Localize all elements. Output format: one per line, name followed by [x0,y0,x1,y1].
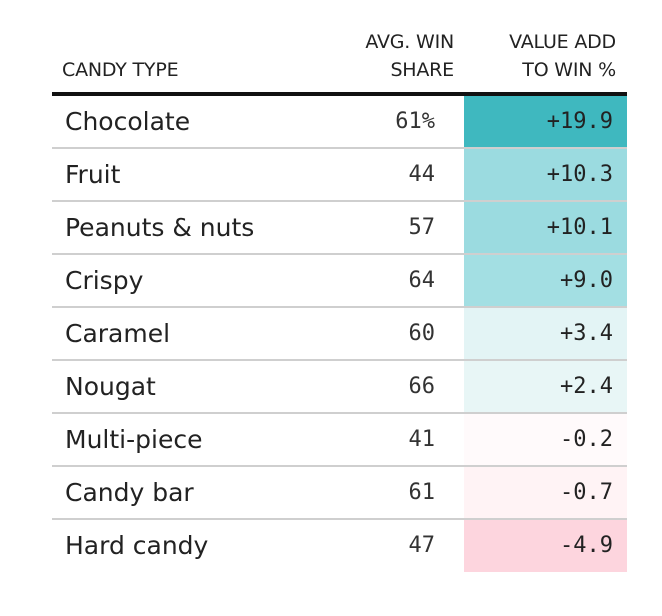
table-row: Candy bar 61 -0.7 [52,467,627,520]
value-add-cell: +2.4 [464,361,627,412]
candy-type-cell: Nougat [65,372,156,401]
table-header: CANDY TYPE AVG. WIN SHARE VALUE ADD TO W… [52,24,627,92]
candy-type-cell: Caramel [65,319,171,348]
table-row: Caramel 60 +3.4 [52,308,627,361]
candy-type-cell: Multi-piece [65,425,203,454]
avg-win-share-cell: 66 [408,374,436,399]
value-add-cell: +10.3 [464,149,627,200]
table-row: Hard candy 47 -4.9 [52,520,627,572]
table-row: Chocolate 61% +19.9 [52,96,627,149]
avg-win-share-cell: 47 [408,533,436,558]
header-value-add-line2: TO WIN % [522,59,616,81]
avg-win-share-cell: 64 [408,268,436,293]
header-rule [52,92,627,96]
avg-win-share-cell: 61 [408,480,436,505]
table-row: Peanuts & nuts 57 +10.1 [52,202,627,255]
value-add-cell: +19.9 [464,96,627,147]
header-value-add-line1: VALUE ADD [509,31,616,53]
header-value-add: VALUE ADD TO WIN % [466,28,616,84]
table-row: Crispy 64 +9.0 [52,255,627,308]
avg-win-share-cell: 60 [408,321,436,346]
candy-type-cell: Crispy [65,266,144,295]
header-avg-win-share-line2: SHARE [390,59,454,81]
avg-win-share-cell: 57 [408,215,436,240]
avg-win-share-cell: 44 [408,162,436,187]
candy-type-cell: Hard candy [65,531,209,560]
value-add-cell: +3.4 [464,308,627,359]
candy-type-cell: Peanuts & nuts [65,213,255,242]
header-avg-win-share: AVG. WIN SHARE [314,28,454,84]
value-add-cell: +9.0 [464,255,627,306]
table-row: Fruit 44 +10.3 [52,149,627,202]
value-add-cell: +10.1 [464,202,627,253]
value-add-cell: -0.2 [464,414,627,465]
candy-type-cell: Chocolate [65,107,191,136]
avg-win-share-cell: 41 [408,427,436,452]
candy-type-cell: Candy bar [65,478,194,507]
table-body: Chocolate 61% +19.9 Fruit 44 +10.3 Peanuts & n… [52,96,627,572]
table-row: Multi-piece 41 -0.2 [52,414,627,467]
value-add-cell: -0.7 [464,467,627,518]
header-candy-type: CANDY TYPE [62,59,179,81]
table-row: Nougat 66 +2.4 [52,361,627,414]
avg-win-share-cell: 61% [395,109,435,134]
header-avg-win-share-line1: AVG. WIN [365,31,454,53]
candy-table: CANDY TYPE AVG. WIN SHARE VALUE ADD TO W… [52,24,627,572]
candy-type-cell: Fruit [65,160,121,189]
value-add-cell: -4.9 [464,520,627,572]
